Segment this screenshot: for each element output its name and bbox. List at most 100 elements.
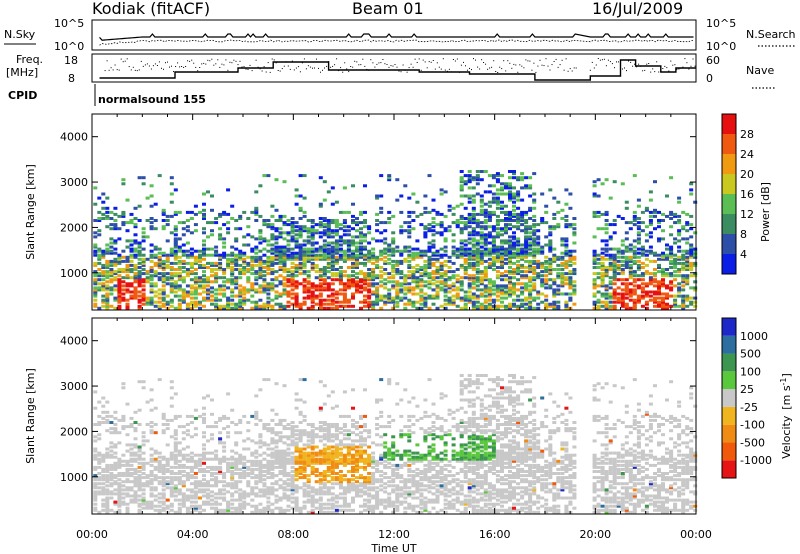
velocity-cell	[202, 406, 206, 410]
power-cell	[528, 278, 533, 282]
power-cell	[234, 286, 239, 290]
power-cell	[443, 294, 448, 298]
power-cell	[447, 204, 452, 208]
power-cell	[604, 219, 609, 222]
power-cell	[346, 233, 351, 237]
power-cell	[640, 221, 645, 225]
power-cell	[266, 302, 271, 306]
power-cell	[483, 247, 488, 251]
power-cell	[491, 257, 496, 261]
power-cell	[391, 231, 396, 235]
power-cell	[681, 298, 686, 302]
power-cell	[222, 251, 227, 255]
power-cell	[173, 274, 178, 278]
velocity-cell	[117, 461, 122, 465]
power-cell	[407, 274, 412, 278]
velocity-cell	[161, 423, 166, 426]
nave-point	[370, 59, 372, 61]
power-cell	[242, 235, 247, 239]
power-cell	[133, 288, 138, 292]
power-cell	[568, 249, 573, 253]
power-cell	[157, 259, 162, 263]
power-cell	[608, 237, 613, 241]
velocity-cell	[137, 445, 142, 449]
power-cell	[262, 274, 267, 278]
power-cell	[157, 276, 162, 280]
power-cell	[689, 263, 694, 267]
velocity-cell	[145, 484, 150, 488]
power-cell	[608, 296, 613, 300]
velocity-cell	[230, 408, 235, 412]
velocity-cell	[177, 510, 182, 514]
velocity-cell	[105, 474, 110, 478]
power-cell	[193, 261, 198, 265]
power-cell	[338, 255, 343, 259]
velocity-cell	[145, 423, 150, 426]
velocity-cell	[161, 492, 166, 496]
power-cell	[109, 286, 114, 290]
power-cell	[93, 292, 98, 296]
velocity-cell	[262, 510, 267, 514]
nave-point	[330, 66, 332, 68]
power-cell	[254, 282, 259, 286]
power-cell	[423, 284, 428, 288]
power-cell	[262, 174, 267, 178]
power-cell	[463, 249, 468, 253]
nave-point	[650, 71, 652, 73]
nave-point	[559, 64, 561, 66]
power-cell	[483, 251, 488, 255]
power-cell	[467, 212, 472, 216]
power-cell	[298, 261, 303, 265]
power-cell	[290, 296, 295, 300]
power-cell	[604, 268, 609, 271]
velocity-cell	[210, 506, 214, 510]
power-cell	[169, 272, 174, 276]
velocity-cell	[238, 502, 243, 506]
velocity-cell	[141, 484, 146, 488]
power-cell	[214, 253, 219, 257]
power-cell	[500, 219, 504, 222]
power-cell	[628, 266, 633, 269]
velocity-cell	[270, 451, 275, 455]
power-cell	[491, 268, 496, 271]
velocity-cell	[202, 443, 206, 447]
velocity-cell	[222, 427, 227, 431]
power-cell	[491, 261, 496, 265]
power-cell	[556, 304, 561, 308]
power-cell	[419, 274, 424, 278]
velocity-cell	[181, 463, 186, 467]
power-cell	[504, 251, 508, 255]
nave-point	[432, 60, 434, 61]
nave-point	[269, 71, 271, 73]
power-cell	[302, 280, 307, 284]
velocity-cell	[258, 439, 263, 443]
power-cell	[262, 223, 267, 227]
velocity-cell	[206, 394, 210, 398]
power-cell	[105, 304, 110, 308]
power-cell	[330, 231, 335, 235]
power-cell	[467, 276, 472, 280]
power-cell	[274, 208, 279, 212]
velocity-cell	[242, 461, 247, 465]
power-cell	[479, 194, 484, 198]
power-cell	[431, 270, 436, 274]
velocity-cell	[121, 414, 126, 418]
power-cell	[318, 278, 323, 282]
velocity-cell	[202, 467, 206, 471]
nave-point	[642, 70, 644, 72]
power-cell	[387, 221, 392, 225]
nave-point	[539, 59, 541, 61]
power-cell	[375, 255, 380, 259]
power-cell	[443, 274, 448, 278]
power-cell	[512, 302, 516, 306]
power-cell	[157, 174, 162, 178]
power-cell	[302, 229, 307, 233]
velocity-cell	[185, 510, 190, 514]
nave-point	[440, 68, 442, 70]
power-cell	[632, 298, 637, 302]
power-cell	[419, 212, 424, 216]
velocity-cell	[133, 429, 138, 433]
power-cell	[234, 278, 239, 282]
power-cell	[290, 255, 295, 259]
power-cell	[528, 208, 533, 212]
